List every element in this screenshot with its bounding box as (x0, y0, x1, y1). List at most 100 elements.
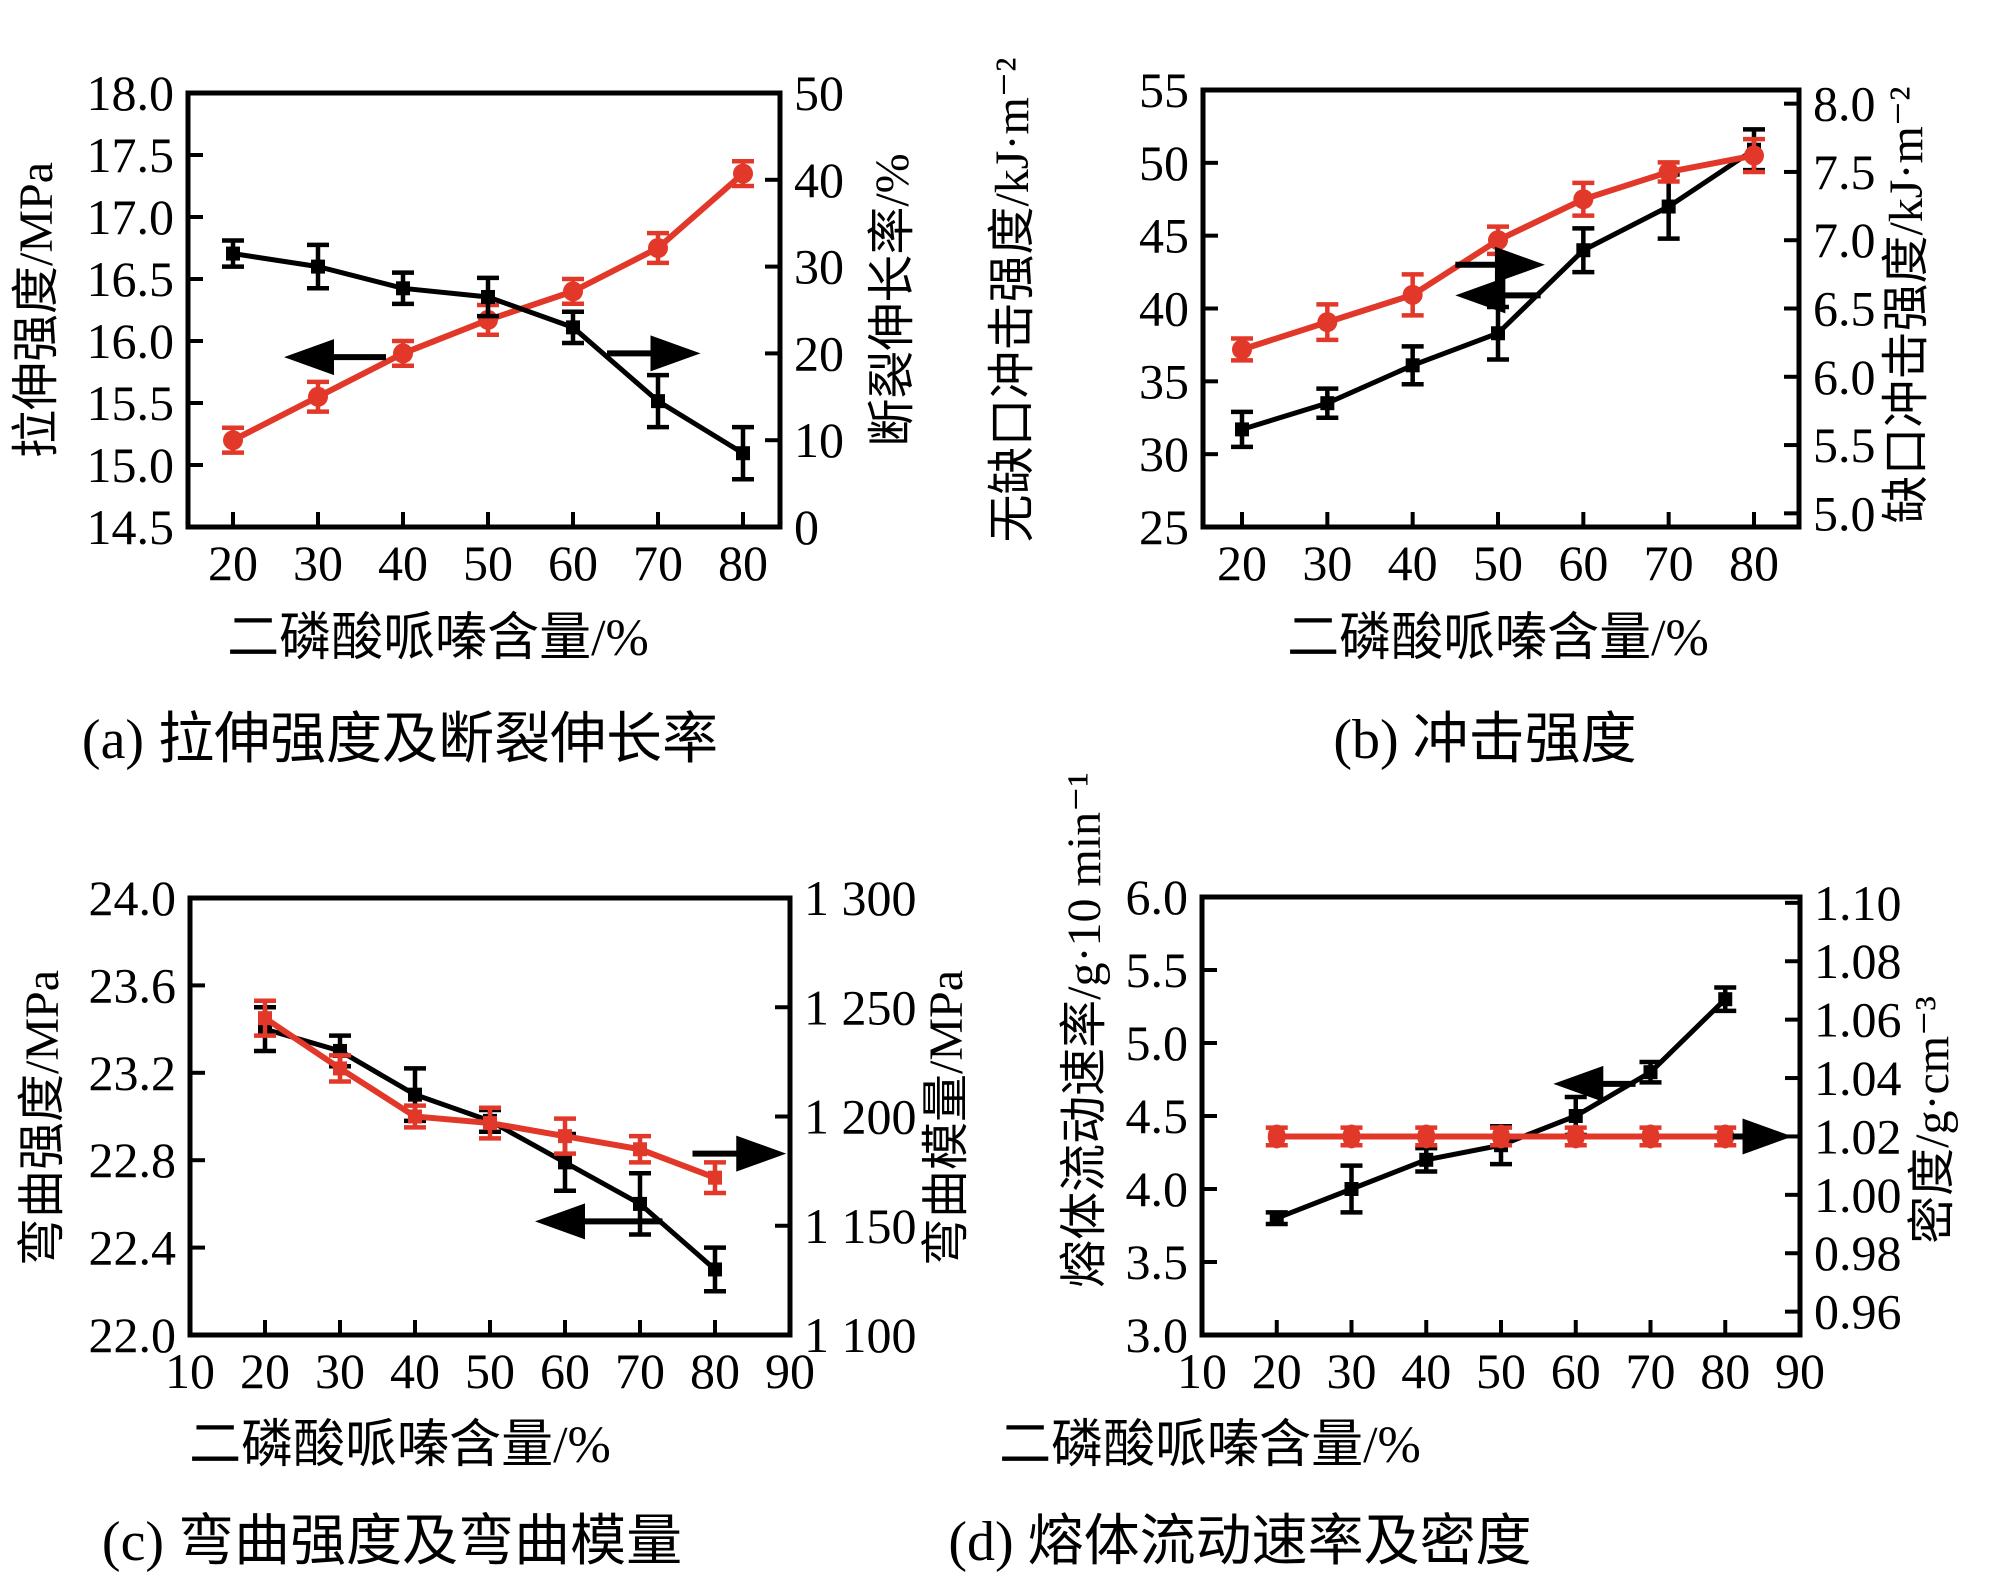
x-tick-label: 50 (1476, 1343, 1526, 1399)
right-tick-label: 1.06 (1814, 992, 1902, 1048)
chart-b-right-axis-title: 缺口冲击强度/kJ·m⁻² (1880, 86, 1933, 523)
x-axis-ticks: 10 20 30 40 50 60 70 80 90 (165, 1320, 815, 1399)
right-tick-label: 1.02 (1814, 1108, 1902, 1164)
left-tick-label: 15.5 (87, 375, 175, 431)
x-tick-label: 50 (1473, 535, 1523, 591)
x-axis-ticks: 10 20 30 40 50 60 70 80 90 (1177, 1320, 1825, 1399)
data-point (563, 281, 583, 302)
data-point (1641, 1124, 1660, 1149)
series-弯曲强度 (254, 1005, 726, 1294)
series-密度 (1265, 1124, 1737, 1149)
right-tick-label: 10 (794, 412, 844, 468)
arrow-head-right-icon (736, 1135, 787, 1172)
left-tick-label: 22.4 (89, 1220, 177, 1276)
right-tick-label: 5.0 (1813, 485, 1876, 541)
data-point (1661, 199, 1676, 214)
x-tick-label: 20 (240, 1343, 290, 1399)
x-tick-label: 60 (540, 1343, 590, 1399)
left-tick-label: 15.0 (87, 437, 175, 493)
left-axis-ticks: 55 50 45 40 35 30 25 (1139, 62, 1218, 555)
right-tick-label: 1 100 (804, 1307, 917, 1363)
series-拉伸强度 (222, 158, 754, 455)
x-axis-ticks: 20 30 40 50 60 70 80 (1217, 512, 1779, 591)
right-tick-label: 5.5 (1813, 417, 1876, 473)
data-point (1232, 339, 1252, 360)
x-tick-label: 60 (1551, 1343, 1601, 1399)
right-tick-label: 6.5 (1813, 281, 1876, 337)
left-tick-label: 23.2 (89, 1045, 177, 1101)
series-熔体流动速率 (1265, 985, 1737, 1227)
x-tick-label: 80 (690, 1343, 740, 1399)
data-point (736, 446, 750, 461)
chart-c-x-axis-title: 二磷酸哌嗪含量/% (189, 1417, 611, 1474)
left-tick-label: 5.5 (1126, 942, 1189, 998)
x-tick-label: 10 (1177, 1343, 1227, 1399)
data-point (223, 430, 243, 451)
x-tick-label: 90 (1775, 1343, 1825, 1399)
x-tick-label: 40 (390, 1343, 440, 1399)
x-tick-label: 40 (1388, 535, 1438, 591)
arrow-head-right-icon (650, 335, 701, 372)
left-tick-label: 55 (1139, 62, 1189, 118)
chart-d: 10 20 30 40 50 60 70 80 906.05.55.04.54.03.53.01… (948, 772, 1959, 1573)
x-tick-label: 70 (615, 1343, 665, 1399)
chart-a-caption: (a) 拉伸强度及断裂伸长率 (82, 709, 718, 771)
arrow-head-right-icon (1742, 1118, 1793, 1155)
data-point (1576, 243, 1591, 258)
left-tick-label: 4.5 (1126, 1088, 1189, 1144)
left-tick-label: 45 (1139, 208, 1189, 264)
data-point (1643, 1065, 1658, 1080)
data-point (311, 259, 325, 274)
data-point (1235, 422, 1249, 437)
right-axis-ticks: 50 40 30 20 10 0 (765, 65, 844, 555)
data-point (651, 394, 665, 409)
data-point (1342, 1124, 1361, 1149)
data-point (648, 238, 668, 258)
axis-arrow-left (284, 339, 386, 376)
arrow-head-left-icon (535, 1203, 585, 1240)
left-axis-ticks: 18.0 17.5 17.0 16.5 16.0 15.5 15.0 14.5 (87, 65, 203, 555)
left-tick-label: 23.6 (89, 957, 177, 1013)
chart-c-caption: (c) 弯曲强度及弯曲模量 (102, 1511, 682, 1573)
series-无缺口冲击强度 (1231, 127, 1765, 450)
right-tick-label: 30 (794, 239, 844, 295)
data-point (1488, 230, 1508, 251)
right-tick-label: 1.00 (1814, 1167, 1902, 1223)
left-tick-label: 40 (1139, 281, 1189, 337)
x-tick-label: 30 (1327, 1343, 1377, 1399)
left-tick-label: 17.5 (87, 127, 175, 183)
left-tick-label: 25 (1139, 499, 1189, 555)
data-point (1492, 1124, 1510, 1149)
right-tick-label: 1 200 (804, 1089, 917, 1145)
chart-d-right-axis-title: 密度/g·cm⁻³ (1906, 996, 1959, 1244)
chart-a-plot-area: 20 30 40 50 60 70 80 18.0 17.5 17.0 16.5 16.0 15.5 15… (87, 65, 845, 591)
right-tick-label: 1.10 (1814, 875, 1902, 931)
data-point (708, 1262, 722, 1277)
axis-arrow-right (1732, 1118, 1793, 1155)
chart-d-plot-area: 10 20 30 40 50 60 70 80 906.05.55.04.54.03.53.01… (1126, 869, 1902, 1399)
x-tick-label: 40 (1401, 1343, 1451, 1399)
axis-arrow-left (1455, 277, 1541, 314)
data-point (1267, 1124, 1286, 1149)
data-point (1405, 358, 1420, 373)
axis-arrow-right (692, 1135, 787, 1172)
chart-b-x-axis-title: 二磷酸哌嗪含量/% (1287, 610, 1709, 667)
chart-b-plot-area: 20 30 40 50 60 70 80 55 50 45 40 35 30 25 8.0 7.5 7.0 6.5… (1139, 62, 1876, 591)
right-tick-label: 8.0 (1813, 76, 1876, 132)
series-缺口冲击强度 (1231, 136, 1765, 363)
chart-b-left-axis-title: 无缺口冲击强度/kJ·m⁻² (986, 57, 1039, 542)
data-point (1320, 396, 1335, 411)
chart-c: 10 20 30 40 50 60 70 80 90 24.0 23.6 23.2 22.8 22.4 22… (16, 870, 973, 1573)
right-axis-ticks: 8.0 7.5 7.0 6.5 6.0 5.5 5.0 (1784, 76, 1876, 541)
right-tick-label: 7.0 (1813, 212, 1876, 268)
x-tick-label: 20 (1252, 1343, 1302, 1399)
data-point (258, 1011, 272, 1026)
data-point (1269, 1211, 1284, 1226)
x-tick-label: 60 (1558, 535, 1608, 591)
series-line (263, 1015, 717, 1181)
chart-c-right-axis-title: 弯曲模量/MPa (920, 970, 973, 1266)
data-point (1566, 1124, 1585, 1149)
right-tick-label: 0.98 (1814, 1225, 1902, 1281)
